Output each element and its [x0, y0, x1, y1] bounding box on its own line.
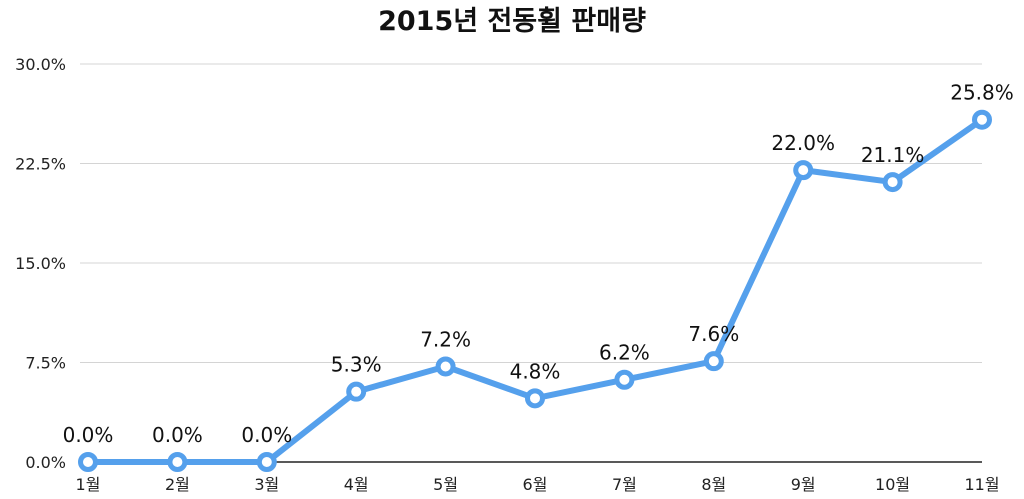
x-tick-label: 7월	[612, 475, 637, 494]
data-labels: 0.0% 0.0% 0.0% 5.3% 7.2% 4.8% 6.2% 7.6% 22.0% 21.…	[63, 81, 1014, 447]
data-label: 25.8%	[950, 81, 1014, 105]
data-point	[78, 452, 98, 472]
data-point	[167, 452, 188, 472]
data-label: 0.0%	[241, 423, 292, 447]
y-tick-label: 22.5%	[15, 155, 66, 174]
x-tick-label: 5월	[433, 475, 458, 494]
x-tick-label: 4월	[344, 475, 369, 494]
data-label: 22.0%	[771, 131, 835, 155]
data-point	[346, 381, 367, 402]
x-tick-label: 8월	[701, 475, 726, 494]
data-label: 0.0%	[63, 423, 114, 447]
series-line-path	[85, 116, 985, 465]
x-tick-label: 2월	[165, 475, 190, 494]
y-tick-label: 30.0%	[15, 55, 66, 74]
x-tick-label: 9월	[791, 475, 816, 494]
data-point	[793, 160, 814, 181]
chart-title: 2015년 전동휠 판매량	[378, 6, 646, 37]
data-label: 21.1%	[861, 143, 925, 167]
data-points	[78, 109, 992, 472]
data-point	[882, 172, 903, 193]
x-tick-label: 3월	[254, 475, 279, 494]
data-label: 6.2%	[599, 341, 650, 365]
data-point	[435, 356, 456, 377]
data-point	[614, 369, 635, 390]
data-point	[703, 351, 724, 372]
data-label: 0.0%	[152, 423, 203, 447]
y-tick-label: 15.0%	[15, 254, 66, 273]
y-axis-ticks: 0.0% 7.5% 15.0% 22.5% 30.0%	[15, 55, 66, 472]
y-tick-label: 7.5%	[25, 354, 66, 373]
data-label: 5.3%	[331, 353, 382, 377]
data-label: 4.8%	[510, 359, 561, 383]
x-tick-label: 11월	[964, 475, 999, 494]
x-tick-label: 10월	[875, 475, 910, 494]
data-point	[972, 109, 992, 130]
data-label: 7.6%	[688, 322, 739, 346]
data-point	[525, 388, 545, 409]
series-line	[85, 116, 985, 465]
x-tick-label: 6월	[523, 475, 548, 494]
x-axis-ticks: 1월 2월 3월 4월 5월 6월 7월 8월 9월 10월 11월	[76, 475, 1000, 494]
x-tick-label: 1월	[76, 475, 101, 494]
y-tick-label: 0.0%	[25, 453, 66, 472]
data-point	[256, 452, 277, 472]
data-label: 7.2%	[420, 327, 471, 351]
